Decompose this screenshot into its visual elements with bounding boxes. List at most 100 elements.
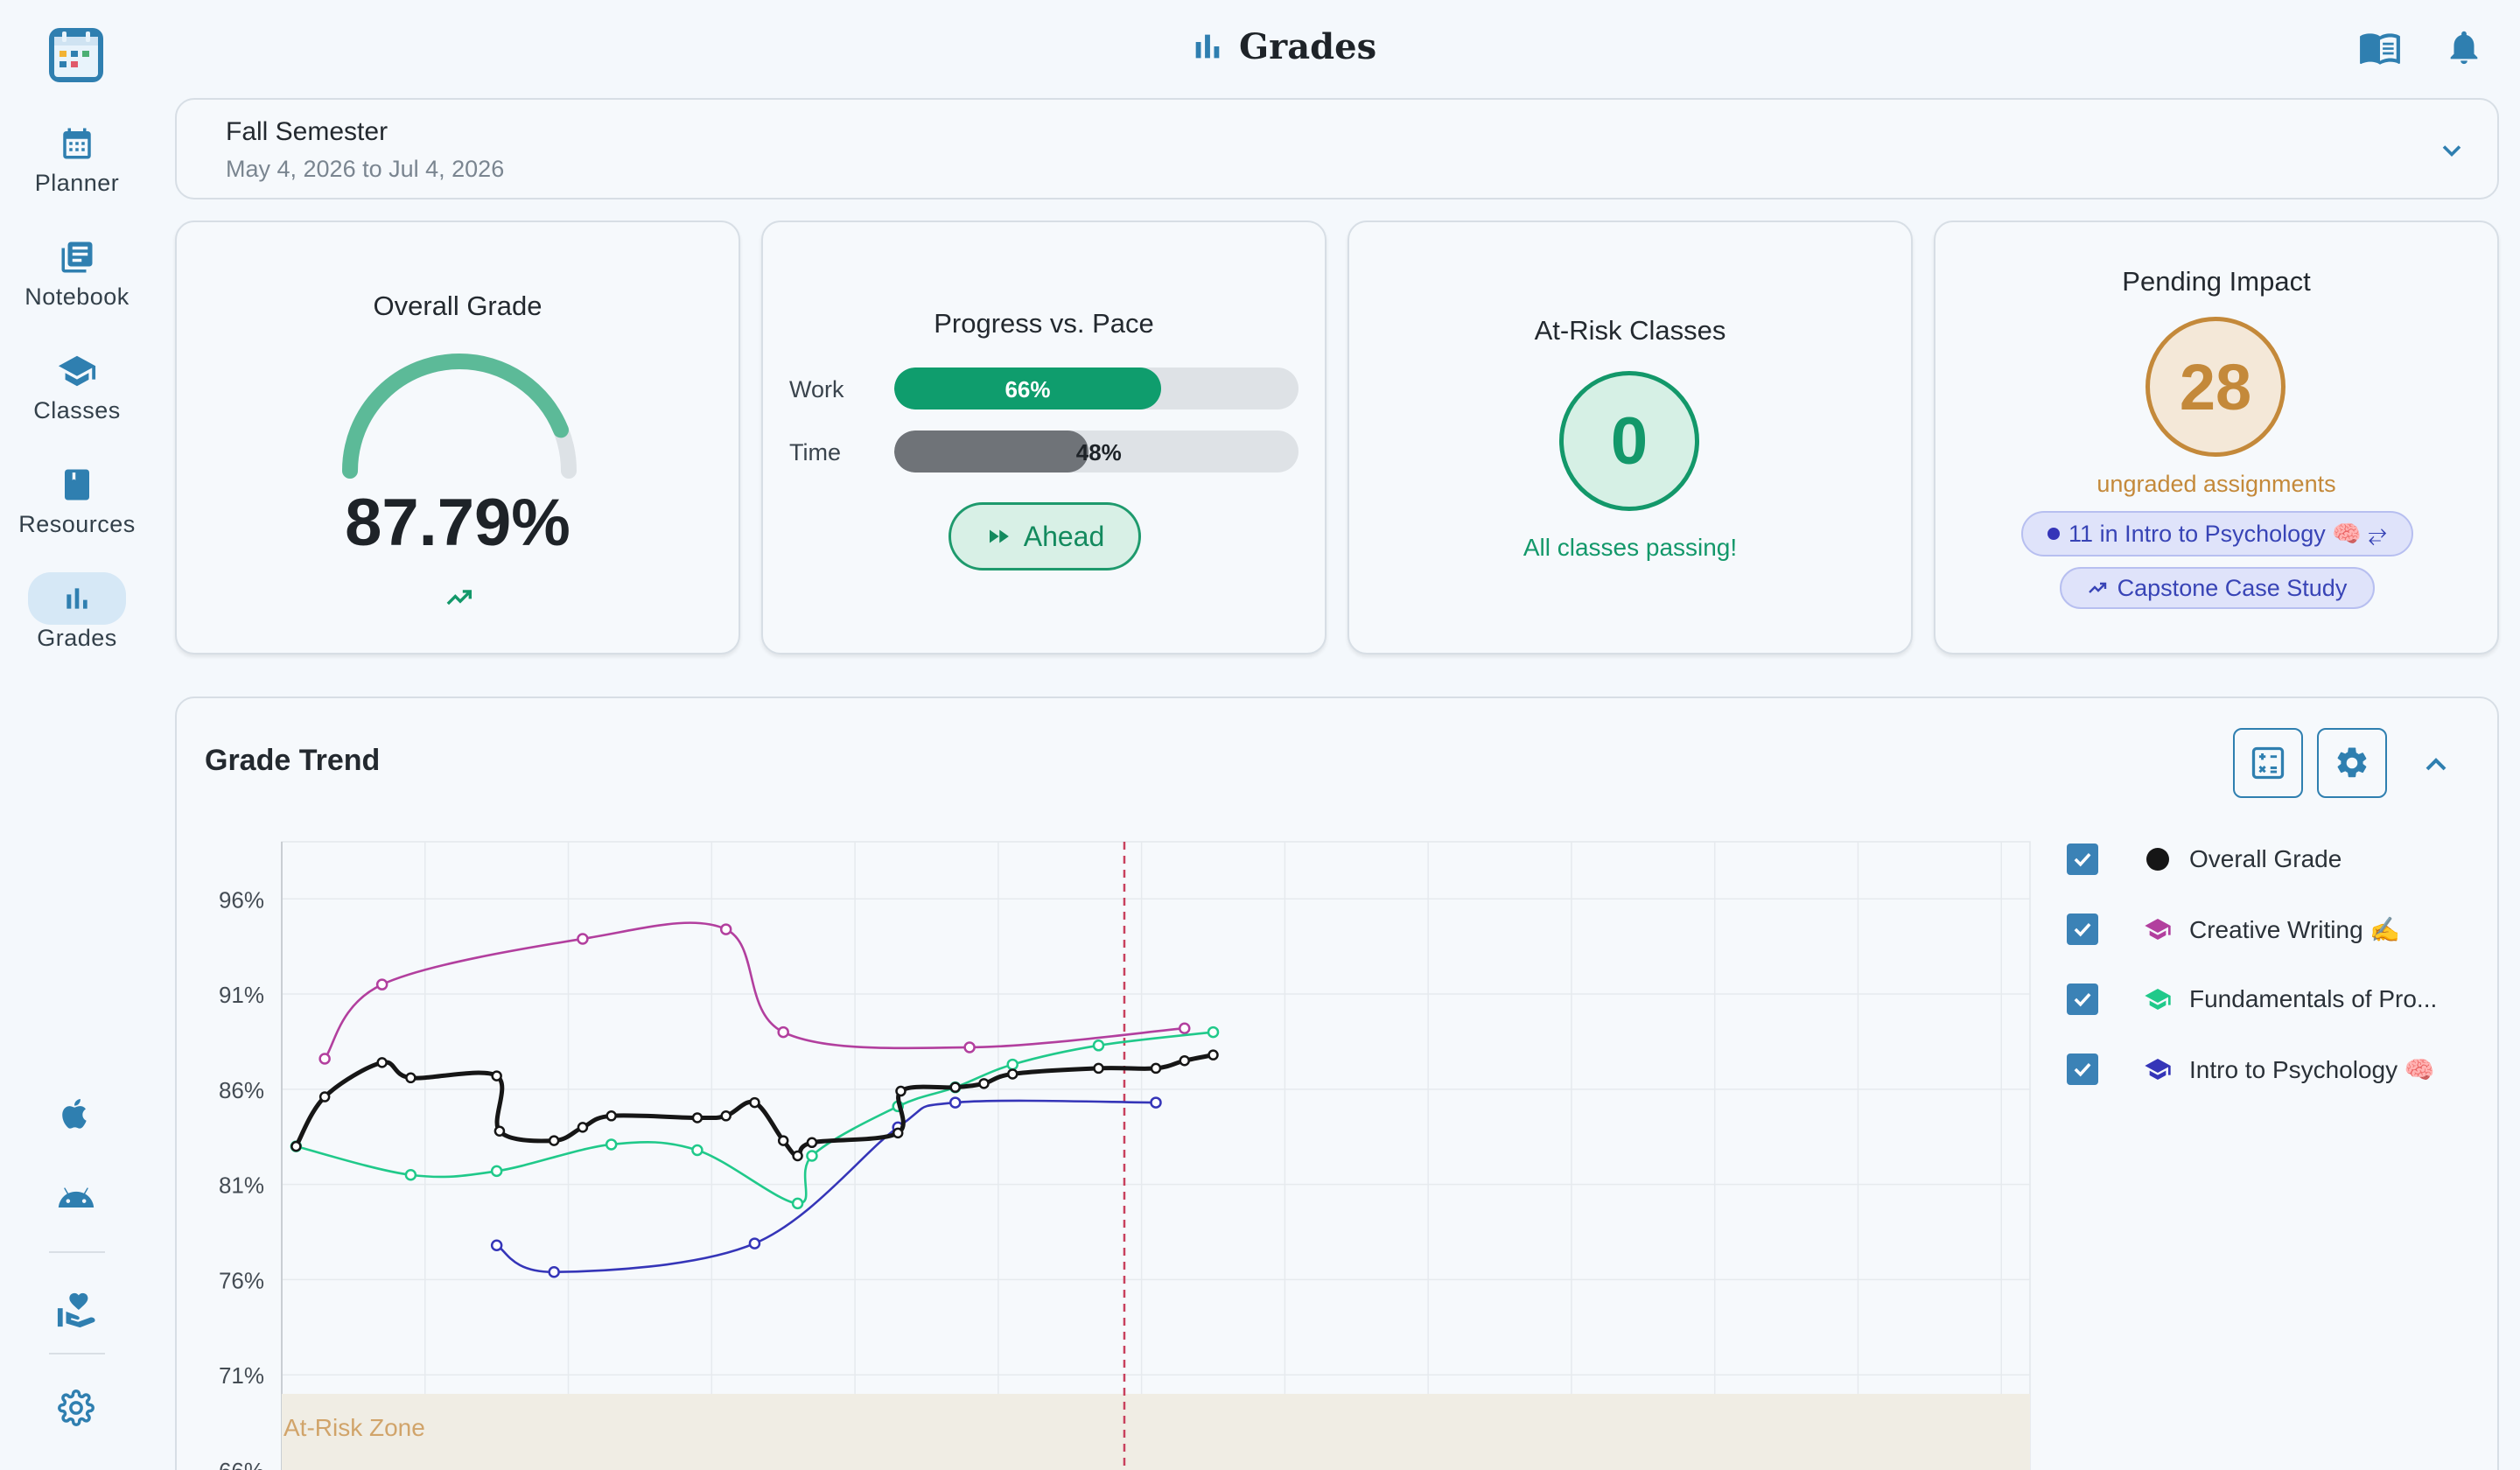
bar-chart-icon (1195, 34, 1220, 59)
apple-icon[interactable] (52, 1090, 100, 1138)
pace-status-button[interactable]: Ahead (948, 502, 1141, 570)
data-point (895, 1085, 906, 1097)
chart-settings-button[interactable] (2317, 728, 2387, 798)
legend-item-creative-writing[interactable]: Creative Writing ✍️ (2067, 912, 2469, 950)
legend-item-fundamentals[interactable]: Fundamentals of Pro... (2067, 982, 2469, 1020)
card-title: At-Risk Classes (1534, 315, 1726, 346)
data-point (318, 1053, 331, 1065)
data-point (1092, 1040, 1105, 1052)
sidebar-item-label: Classes (33, 397, 121, 424)
data-point (749, 1096, 760, 1109)
data-point (548, 1135, 560, 1146)
grade-trend-title: Grade Trend (205, 744, 381, 777)
data-point (792, 1150, 803, 1162)
semester-name: Fall Semester (226, 117, 388, 146)
graduation-cap-icon (47, 348, 107, 394)
calendar-app-logo-icon[interactable] (47, 26, 105, 84)
y-tick-label: 71% (219, 1362, 264, 1389)
time-label: Time (789, 439, 841, 466)
chevron-up-icon[interactable] (2418, 747, 2454, 782)
book-icon (47, 462, 107, 508)
sidebar-item-planner[interactable]: Planner (0, 116, 154, 212)
volunteer-heart-hand-icon[interactable] (52, 1286, 100, 1334)
calculator-icon (2251, 746, 2285, 780)
legend-label: Overall Grade (2189, 845, 2342, 872)
sidebar-item-grades[interactable]: Grades (0, 570, 154, 667)
data-point (963, 1041, 976, 1054)
work-fill (894, 368, 1161, 410)
data-point (605, 1138, 618, 1151)
data-point (748, 1237, 761, 1250)
gear-icon (2337, 747, 2367, 778)
data-point (1150, 1062, 1162, 1074)
y-tick-label: 76% (219, 1267, 264, 1293)
data-point (978, 1078, 990, 1089)
sidebar-item-notebook[interactable]: Notebook (0, 229, 154, 326)
checkbox-checked-icon[interactable] (2067, 984, 2098, 1015)
data-point (1179, 1054, 1191, 1067)
data-point (1150, 1096, 1162, 1109)
y-axis-ticks: 96% 91% 86% 81% 76% 71% 66% (219, 886, 264, 1470)
pending-assignment-chip[interactable]: Capstone Case Study (2060, 567, 2375, 609)
at-risk-zone: At-Risk Zone (282, 842, 2030, 1470)
legend-label: Fundamentals of Pro... (2189, 985, 2438, 1012)
checkbox-checked-icon[interactable] (2067, 1054, 2098, 1085)
bar-chart-icon (28, 572, 126, 625)
legend-label: Creative Writing ✍️ (2189, 916, 2401, 943)
time-progress-bar: Time 48% (789, 430, 1306, 474)
overall-grade-card: Overall Grade 87.79% (175, 220, 740, 654)
y-tick-label: 81% (219, 1172, 264, 1199)
gear-icon[interactable] (52, 1384, 100, 1432)
legend-dot-icon (2144, 845, 2172, 873)
data-point (892, 1127, 904, 1139)
card-title: Pending Impact (2122, 266, 2311, 297)
data-point (318, 1091, 331, 1102)
time-track (894, 430, 1298, 472)
data-point (577, 1122, 589, 1133)
semester-selector[interactable]: Fall Semester May 4, 2026 to Jul 4, 2026 (175, 98, 2499, 200)
data-point (1207, 1026, 1220, 1039)
data-point (490, 1165, 503, 1178)
data-point (548, 1265, 560, 1278)
plot-area (281, 841, 2031, 1470)
sidebar-item-label: Notebook (24, 284, 130, 310)
sidebar-item-resources[interactable]: Resources (0, 457, 154, 553)
data-point (405, 1072, 416, 1084)
semester-date-range: May 4, 2026 to Jul 4, 2026 (226, 156, 505, 182)
data-point (494, 1125, 506, 1137)
at-risk-message: All classes passing! (1522, 534, 1738, 561)
chart-grid (281, 841, 2031, 1470)
checkbox-checked-icon[interactable] (2067, 914, 2098, 945)
legend-label: Intro to Psychology 🧠 (2189, 1056, 2435, 1083)
open-book-icon[interactable] (2356, 23, 2404, 72)
grade-calculator-button[interactable] (2233, 728, 2303, 798)
pending-class-chip[interactable]: 11 in Intro to Psychology 🧠 ⥂ (2021, 511, 2413, 556)
data-point (691, 1112, 704, 1124)
data-point (376, 1057, 388, 1068)
legend-item-overall[interactable]: Overall Grade (2067, 842, 2469, 880)
pending-impact-card: Pending Impact 28 ungraded assignments 1… (1934, 220, 2499, 654)
data-point (491, 1070, 502, 1082)
legend-item-psychology[interactable]: Intro to Psychology 🧠 (2067, 1052, 2469, 1090)
series-line-1 (323, 921, 1186, 1060)
graduation-cap-icon (2144, 1055, 2172, 1083)
work-track (894, 368, 1298, 410)
pending-caption: ungraded assignments (2096, 471, 2336, 497)
fast-forward-icon (989, 529, 1009, 543)
data-point (375, 978, 388, 990)
android-icon[interactable] (52, 1174, 100, 1222)
sidebar-divider (49, 1353, 105, 1354)
notification-bell-icon[interactable] (2440, 23, 2488, 72)
pending-class-chip-label: 11 in Intro to Psychology 🧠 ⥂ (2068, 520, 2387, 547)
trending-up-icon (446, 590, 472, 606)
data-point (490, 1239, 503, 1252)
y-tick-label: 66% (219, 1458, 264, 1470)
pending-assignment-chip-label: Capstone Case Study (2117, 574, 2348, 601)
data-point (949, 1082, 961, 1093)
at-risk-zone-label: At-Risk Zone (284, 1414, 425, 1441)
data-point (691, 1144, 704, 1157)
checkbox-checked-icon[interactable] (2067, 844, 2098, 875)
sidebar-item-classes[interactable]: Classes (0, 343, 154, 439)
data-point (577, 933, 589, 945)
